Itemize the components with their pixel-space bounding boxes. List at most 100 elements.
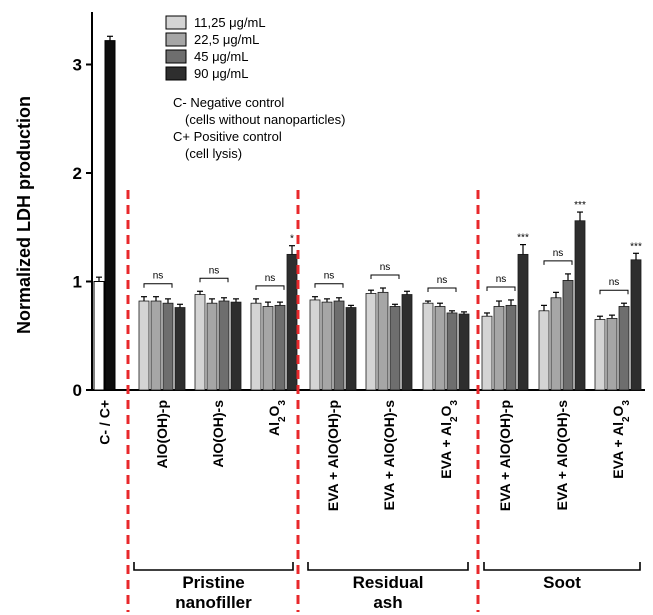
category-label: EVA + Al2O3 xyxy=(610,400,632,479)
legend-entry: 90 μg/mL xyxy=(194,66,248,81)
legend-entry: 45 μg/mL xyxy=(194,49,248,64)
bar-4-series-3 xyxy=(333,300,345,391)
legend-entry: 11,25 μg/mL xyxy=(194,15,266,30)
significance-bracket xyxy=(486,286,516,291)
y-tick-label: 1 xyxy=(73,273,82,292)
category-label-group: EVA + Al2O3 xyxy=(438,400,460,479)
category-label-group: EVA + AlO(OH)-s xyxy=(381,400,397,511)
bar-1-series-4 xyxy=(174,307,186,391)
bar-1-series-2 xyxy=(150,300,162,391)
significance-stars: *** xyxy=(630,241,642,252)
legend-swatch xyxy=(165,66,187,81)
positive-control-bar xyxy=(104,40,116,391)
y-tick-label: 0 xyxy=(73,381,82,400)
bar-5-series-1 xyxy=(365,293,377,391)
bar-9-series-1 xyxy=(594,319,606,391)
category-label: AlO(OH)-p xyxy=(154,400,170,468)
bar-3-series-2 xyxy=(262,306,274,391)
bar-5-series-2 xyxy=(377,291,389,391)
bar-3-series-4 xyxy=(286,253,298,391)
bar-2-series-3 xyxy=(218,300,230,391)
category-label-group: AlO(OH)-s xyxy=(210,400,226,468)
significance-label: ns xyxy=(380,262,391,273)
bar-1-series-1 xyxy=(138,300,150,391)
significance-label: ns xyxy=(609,277,620,288)
significance-bracket xyxy=(370,274,400,280)
group-label: Pristine xyxy=(182,573,244,592)
category-label: EVA + Al2O3 xyxy=(438,400,460,479)
category-label-group: EVA + Al2O3 xyxy=(610,400,632,479)
y-tick-label: 3 xyxy=(73,56,82,75)
significance-stars: * xyxy=(290,234,294,245)
significance-bracket xyxy=(427,287,457,293)
category-label-group: AlO(OH)-p xyxy=(154,400,170,468)
bar-6-series-2 xyxy=(434,306,446,391)
legend-swatch xyxy=(165,15,187,30)
bar-8-series-1 xyxy=(538,310,550,391)
significance-label: ns xyxy=(324,271,335,282)
bar-7-series-1 xyxy=(481,315,493,391)
bar-5-series-3 xyxy=(389,306,401,391)
controls-label-group: C- / C+ xyxy=(97,400,113,445)
bar-5-series-4 xyxy=(401,294,413,391)
significance-bracket xyxy=(543,260,573,265)
bar-2-series-4 xyxy=(230,301,242,391)
bar-7-series-2 xyxy=(493,306,505,391)
controls-category-label: C- / C+ xyxy=(97,400,113,445)
significance-bracket xyxy=(255,285,285,290)
group-bracket xyxy=(307,562,469,571)
significance-label: ns xyxy=(553,248,564,259)
significance-stars: *** xyxy=(517,233,529,244)
significance-bracket xyxy=(314,283,344,288)
bar-8-series-2 xyxy=(550,297,562,391)
category-label-group: EVA + AlO(OH)-p xyxy=(497,400,513,511)
bar-7-series-4 xyxy=(517,253,529,391)
y-tick-label: 2 xyxy=(73,164,82,183)
significance-label: ns xyxy=(153,271,164,282)
category-label-group: EVA + AlO(OH)-s xyxy=(554,400,570,511)
bar-3-series-3 xyxy=(274,304,286,391)
bar-4-series-4 xyxy=(345,307,357,391)
significance-label: ns xyxy=(496,274,507,285)
significance-bracket xyxy=(143,283,173,288)
bar-9-series-3 xyxy=(618,306,630,391)
bar-9-series-4 xyxy=(630,259,642,391)
bar-6-series-3 xyxy=(446,312,458,391)
legend-note: (cells without nanoparticles) xyxy=(185,112,345,127)
bar-8-series-4 xyxy=(574,220,586,391)
category-label-group: Al2O3 xyxy=(266,400,288,436)
negative-control-bar xyxy=(93,281,105,391)
significance-bracket xyxy=(599,289,629,295)
category-label: AlO(OH)-s xyxy=(210,400,226,468)
category-label: EVA + AlO(OH)-p xyxy=(325,400,341,511)
category-label: EVA + AlO(OH)-s xyxy=(554,400,570,511)
significance-label: ns xyxy=(265,273,276,284)
bar-4-series-2 xyxy=(321,301,333,391)
legend-note: C- Negative control xyxy=(173,95,284,110)
bar-2-series-2 xyxy=(206,302,218,391)
group-bracket xyxy=(133,562,294,571)
bar-6-series-1 xyxy=(422,302,434,391)
significance-label: ns xyxy=(209,265,220,276)
legend-entry: 22,5 μg/mL xyxy=(194,32,259,47)
bar-2-series-1 xyxy=(194,294,206,391)
category-label: EVA + AlO(OH)-p xyxy=(497,400,513,511)
bar-1-series-3 xyxy=(162,302,174,391)
category-label-group: EVA + AlO(OH)-p xyxy=(325,400,341,511)
bar-9-series-2 xyxy=(606,317,618,391)
bar-7-series-3 xyxy=(505,304,517,391)
group-bracket xyxy=(483,562,641,571)
bar-4-series-1 xyxy=(309,299,321,391)
group-label: ash xyxy=(373,593,402,612)
category-label: EVA + AlO(OH)-s xyxy=(381,400,397,511)
significance-label: ns xyxy=(437,275,448,286)
group-label: nanofiller xyxy=(175,593,252,612)
significance-stars: *** xyxy=(574,200,586,211)
group-label: Residual xyxy=(353,573,424,592)
legend-note: C+ Positive control xyxy=(173,129,282,144)
group-label: Soot xyxy=(543,573,581,592)
bar-8-series-3 xyxy=(562,280,574,391)
legend-swatch xyxy=(165,32,187,47)
bar-6-series-4 xyxy=(458,313,470,391)
